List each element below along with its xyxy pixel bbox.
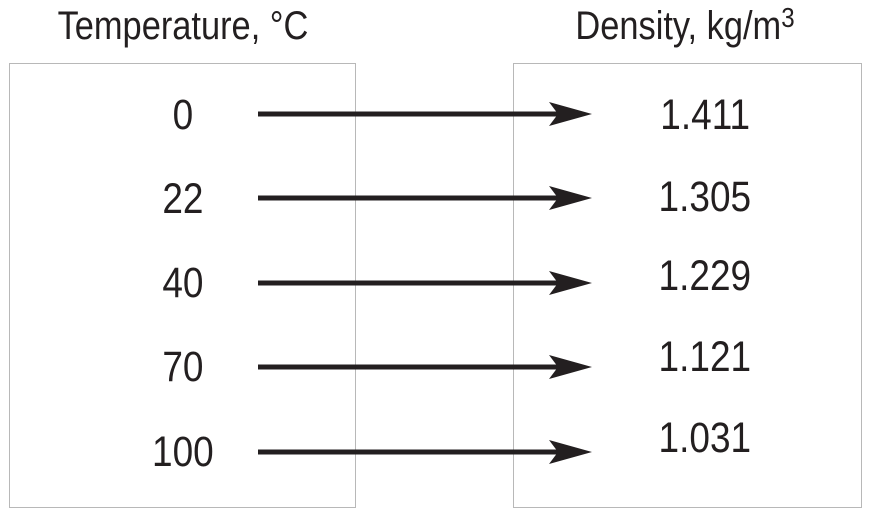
density-value: 1.031 [610, 414, 800, 462]
density-value: 1.121 [610, 333, 800, 381]
temperature-value-text: 0 [172, 91, 194, 139]
temperature-value: 22 [118, 175, 248, 223]
density-value-text: 1.411 [660, 91, 750, 139]
arrow-head [549, 102, 592, 126]
arrow-row [258, 355, 592, 379]
temperature-value-text: 70 [162, 343, 204, 391]
density-value: 1.229 [610, 252, 800, 300]
temperature-header: Temperature, °C [57, 4, 309, 48]
density-value-text: 1.121 [658, 333, 752, 381]
density-header-text: Density, kg/m [575, 4, 782, 48]
density-value-text: 1.305 [658, 173, 752, 221]
temperature-value-text: 100 [152, 428, 214, 476]
temperature-value: 40 [118, 259, 248, 307]
temperature-value: 100 [118, 428, 248, 476]
density-header-exponent: 3 [781, 2, 795, 33]
arrow-head [549, 271, 592, 295]
arrow-row [258, 186, 592, 210]
temperature-value: 0 [118, 91, 248, 139]
arrow-head [549, 355, 592, 379]
density-value-text: 1.031 [658, 414, 752, 462]
arrow-head [549, 440, 592, 464]
density-value: 1.411 [610, 91, 800, 139]
density-value-text: 1.229 [658, 252, 752, 300]
temperature-value-text: 22 [162, 175, 204, 223]
temperature-value-text: 40 [162, 259, 204, 307]
arrow-row [258, 440, 592, 464]
density-header: Density, kg/m3 [517, 0, 852, 52]
arrow-row [258, 271, 592, 295]
density-value: 1.305 [610, 173, 800, 221]
temperature-value: 70 [118, 343, 248, 391]
arrow-head [549, 186, 592, 210]
arrow-row [258, 102, 592, 126]
